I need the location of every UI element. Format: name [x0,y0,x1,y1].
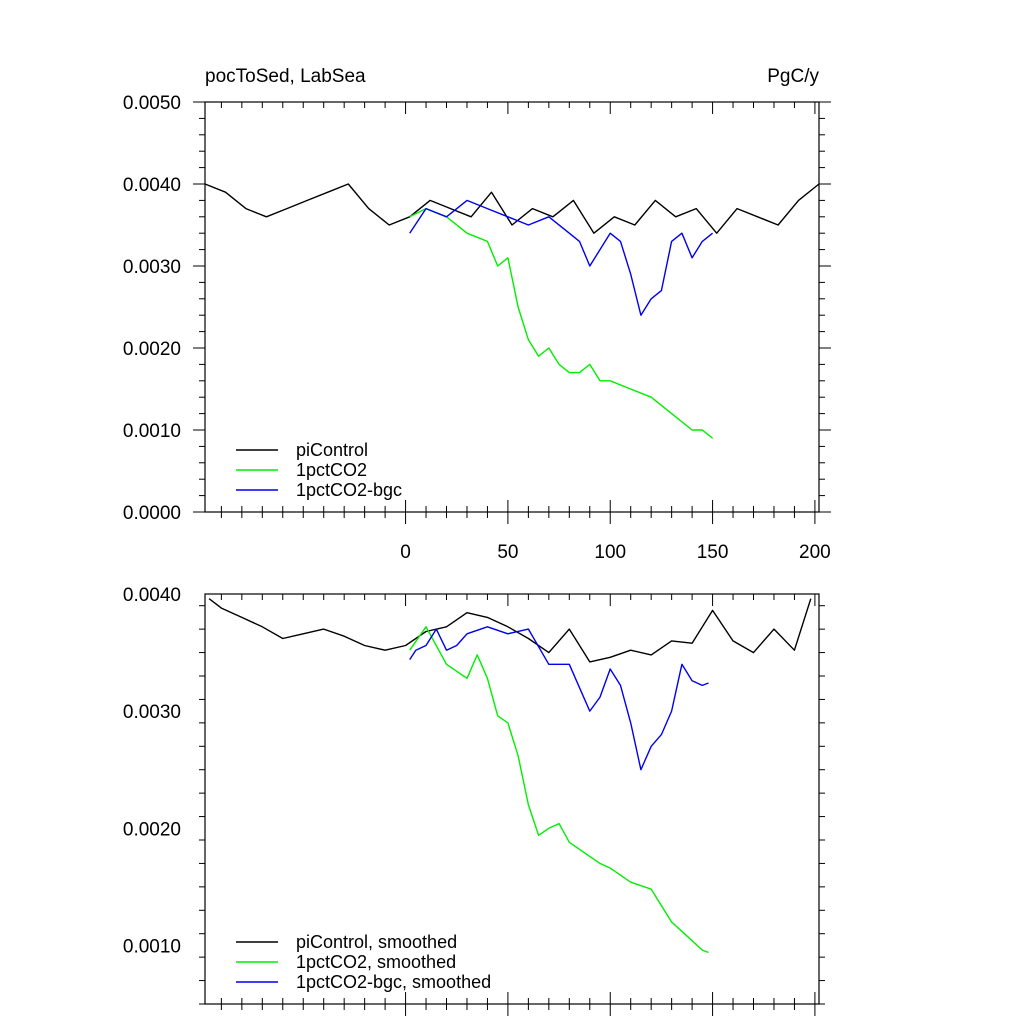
series-line-1pctco2-smoothed [409,626,709,954]
y-tick-label: 0.0040 [123,585,181,606]
series-line-1pctco2-bgc [409,199,714,316]
legend-label: piControl [296,440,368,460]
y-tick-label: 0.0030 [123,257,181,278]
bottom-panel-lines [208,598,812,954]
series-line-picontrol [204,183,820,234]
top-panel-ticks [193,101,831,524]
x-tick-label: 0 [400,542,411,563]
legend-label: piControl, smoothed [296,932,457,952]
y-tick-label: 0.0010 [123,421,181,442]
y-tick-label: 0.0000 [123,503,181,524]
series-line-picontrol-smoothed [208,598,812,663]
x-tick-label: 200 [799,542,831,563]
series-line-1pctco2 [409,207,714,439]
legend-label: 1pctCO2-bgc [296,480,402,500]
top-panel-frame [204,101,820,513]
series-line-1pctco2-bgc-smoothed [409,626,709,771]
bottom-panel-ticks [199,594,825,1016]
y-tick-label: 0.0030 [123,702,181,723]
legend-label: 1pctCO2 [296,460,367,480]
y-tick-label: 0.0010 [123,936,181,957]
top-panel-units: PgC/y [767,66,819,87]
x-tick-label: 50 [497,542,518,563]
x-tick-label: 150 [697,542,729,563]
y-tick-label: 0.0040 [123,175,181,196]
bottom-panel-tick-labels: 0.0010 0.0020 0.0030 0.0040 [123,585,181,957]
top-panel-title: pocToSed, LabSea [205,66,366,87]
top-panel-lines [204,183,820,439]
y-tick-label: 0.0050 [123,93,181,114]
top-panel-tick-labels: 0.0000 0.0010 0.0020 0.0030 0.0040 0.0050 0 50 1… [123,93,831,563]
x-tick-label: 100 [594,542,626,563]
legend-label: 1pctCO2, smoothed [296,952,456,972]
bottom-panel-frame [204,593,820,1005]
y-tick-label: 0.0020 [123,339,181,360]
legend-label: 1pctCO2-bgc, smoothed [296,972,491,992]
y-tick-label: 0.0020 [123,819,181,840]
